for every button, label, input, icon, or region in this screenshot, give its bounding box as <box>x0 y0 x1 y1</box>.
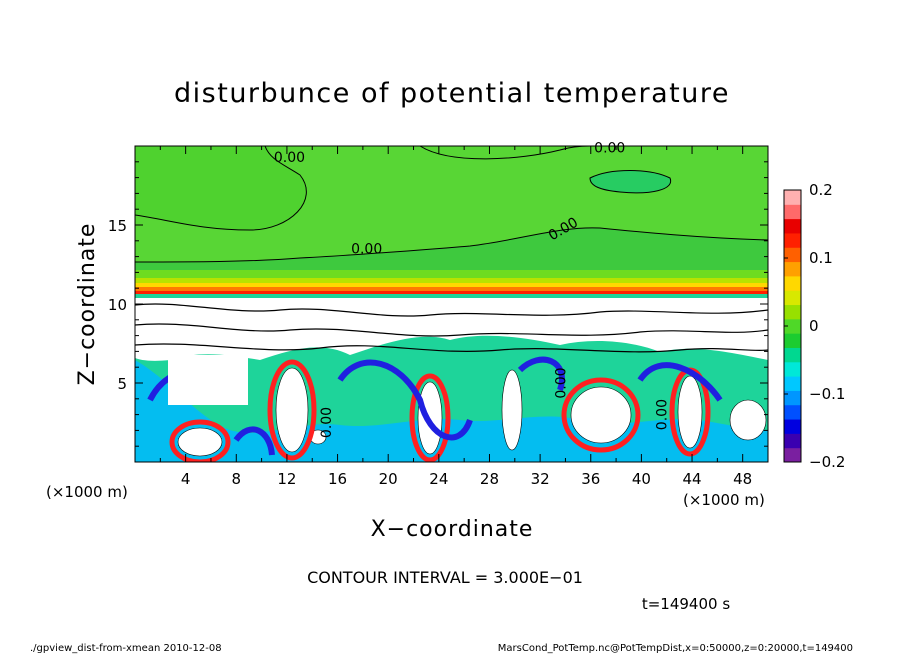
x-tick-label: 20 <box>379 470 398 488</box>
y-tick-label: 5 <box>117 375 127 393</box>
chart-title: disturbunce of potential temperature <box>174 78 730 109</box>
colorbar-swatch <box>784 261 801 277</box>
y-tick-label: 15 <box>108 217 127 235</box>
band-4 <box>135 287 768 291</box>
contour-label: 0.00 <box>351 241 382 257</box>
plot-area <box>135 146 768 462</box>
x-tick-label: 4 <box>181 470 191 488</box>
colorbar-swatch <box>784 247 801 263</box>
colorbar-swatch <box>784 204 801 220</box>
y-axis-ticks: 5 10 15 <box>108 161 768 447</box>
band-1 <box>135 270 768 278</box>
contour-label: 0.00 <box>655 399 671 430</box>
x-tick-label: 12 <box>277 470 296 488</box>
footer-right: MarsCond_PotTemp.nc@PotTempDist,x=0:5000… <box>498 643 853 654</box>
y-axis-label: Z−coordinate <box>75 223 100 386</box>
white-region-mid <box>135 298 768 361</box>
contour-label: 0.00 <box>319 407 335 438</box>
colorbar <box>784 190 801 463</box>
colorbar-swatch <box>784 361 801 377</box>
contour-label: 0.00 <box>553 367 569 398</box>
x-tick-label: 36 <box>581 470 600 488</box>
colorbar-ticks: 0.2 0.1 0 −0.1 −0.2 <box>784 181 845 471</box>
colorbar-swatch <box>784 433 801 449</box>
x-tick-label: 32 <box>531 470 550 488</box>
x-tick-label: 8 <box>232 470 242 488</box>
colorbar-swatch <box>784 447 801 463</box>
colorbar-swatch <box>784 404 801 420</box>
y-tick-label: 10 <box>108 296 127 314</box>
band-3 <box>135 283 768 287</box>
x-tick-label: 24 <box>429 470 448 488</box>
x-tick-label: 16 <box>328 470 347 488</box>
x-axis-label: X−coordinate <box>371 517 534 542</box>
upper-contours <box>135 146 768 263</box>
colorbar-tick-label: 0 <box>809 317 819 335</box>
colorbar-tick-label: −0.1 <box>809 385 845 403</box>
x-tick-label: 40 <box>632 470 651 488</box>
colorbar-swatch <box>784 218 801 234</box>
colorbar-swatch <box>784 275 801 291</box>
mid-contour-tangle <box>135 303 768 353</box>
colorbar-swatch <box>784 304 801 320</box>
upper-left-lobe <box>135 146 307 230</box>
red-swirls <box>169 359 711 462</box>
x-tick-label: 48 <box>733 470 752 488</box>
x-unit-right: (×1000 m) <box>683 491 765 509</box>
colorbar-swatch <box>784 290 801 306</box>
colorbar-swatch <box>784 333 801 348</box>
footer-left: ./gpview_dist-from-xmean 2010-12-08 <box>30 643 222 654</box>
colorbar-tick-label: 0.1 <box>809 249 833 267</box>
colorbar-swatch <box>784 390 801 406</box>
contour-interval: CONTOUR INTERVAL = 3.000E−01 <box>307 568 583 587</box>
contour-label: 0.00 <box>594 140 625 156</box>
colorbar-swatch <box>784 419 801 434</box>
x-tick-label: 28 <box>480 470 499 488</box>
green-top-patch <box>590 170 671 193</box>
x-unit-left: (×1000 m) <box>46 483 128 501</box>
white-region-low-left <box>168 355 248 405</box>
contour-label: 0.00 <box>274 150 305 166</box>
colorbar-tick-label: −0.2 <box>809 453 845 471</box>
colorbar-swatch <box>784 318 801 334</box>
band-2 <box>135 278 768 283</box>
time-label: t=149400 s <box>642 595 730 613</box>
x-tick-label: 44 <box>682 470 701 488</box>
x-axis-ticks: 4 8 12 16 20 24 28 32 36 40 44 48 <box>159 146 752 488</box>
band-5 <box>135 291 768 294</box>
colorbar-swatch <box>784 190 801 205</box>
colorbar-tick-label: 0.2 <box>809 181 833 199</box>
colorbar-swatch <box>784 232 801 248</box>
colorbar-swatch <box>784 347 801 363</box>
colorbar-swatch <box>784 376 801 391</box>
